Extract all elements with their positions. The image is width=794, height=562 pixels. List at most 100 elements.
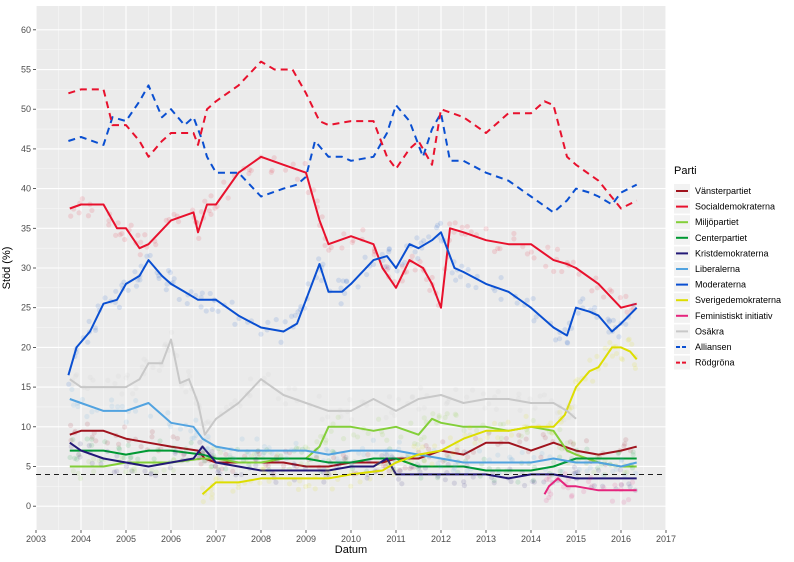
poll-point: [119, 403, 125, 410]
poll-point: [329, 486, 335, 492]
poll-point: [601, 294, 607, 300]
poll-point: [348, 483, 354, 489]
poll-point: [318, 277, 325, 284]
poll-point: [417, 469, 423, 475]
poll-point: [162, 341, 169, 347]
poll-point: [293, 445, 299, 451]
poll-point: [481, 456, 487, 462]
poll-point: [370, 437, 376, 443]
poll-point: [430, 411, 436, 417]
poll-point: [541, 479, 547, 485]
poll-point: [416, 406, 422, 412]
poll-point: [153, 242, 159, 248]
poll-point: [215, 467, 222, 473]
poll-point: [200, 449, 206, 455]
poll-point: [284, 456, 290, 462]
y-tick-label: 35: [21, 223, 31, 233]
poll-point: [391, 472, 397, 478]
poll-point: [71, 402, 77, 408]
poll-point: [77, 454, 83, 460]
poll-point: [527, 396, 533, 402]
series-line: [69, 441, 637, 480]
poll-point: [322, 242, 328, 249]
poll-point: [362, 254, 368, 260]
poll-point: [316, 393, 322, 399]
poll-point: [399, 263, 405, 269]
poll-point: [376, 461, 382, 467]
poll-point: [418, 475, 424, 481]
series-group: [543, 471, 637, 505]
poll-point: [290, 161, 296, 167]
x-tick-label: 2013: [476, 534, 496, 544]
poll-point: [515, 479, 521, 485]
poll-point: [569, 492, 575, 499]
poll-point: [530, 295, 536, 302]
poll-point: [331, 469, 337, 476]
poll-point: [68, 213, 74, 219]
x-tick-label: 2003: [26, 534, 46, 544]
poll-point: [435, 460, 441, 467]
poll-point: [206, 207, 212, 214]
poll-point: [350, 466, 356, 472]
poll-point: [383, 414, 389, 421]
poll-point: [176, 296, 182, 303]
poll-point: [492, 287, 498, 294]
poll-point: [437, 220, 444, 226]
poll-point: [343, 278, 350, 285]
poll-point: [389, 454, 395, 460]
poll-point: [409, 394, 415, 400]
poll-point: [135, 232, 141, 238]
poll-point: [313, 455, 319, 461]
poll-point: [438, 464, 444, 470]
poll-point: [209, 495, 215, 501]
legend-label: Vänsterpartiet: [695, 186, 752, 196]
series-line: [543, 477, 637, 495]
poll-point: [573, 469, 579, 476]
poll-point: [384, 452, 390, 458]
poll-point: [84, 421, 90, 427]
poll-point: [302, 160, 308, 167]
poll-point: [442, 477, 448, 483]
series-line: [201, 346, 638, 496]
poll-point: [421, 458, 428, 464]
poll-point: [462, 432, 468, 438]
poll-point: [361, 452, 367, 458]
series-group: [69, 329, 578, 443]
poll-point: [530, 477, 536, 484]
poll-point: [602, 345, 608, 351]
poll-point: [407, 465, 413, 471]
series-line: [69, 398, 637, 468]
poll-point: [338, 413, 344, 420]
poll-point: [76, 451, 82, 457]
poll-point: [106, 218, 112, 224]
poll-point: [402, 259, 408, 265]
poll-point: [253, 456, 259, 462]
poll-point: [517, 439, 523, 445]
poll-point: [473, 284, 479, 291]
poll-point: [449, 270, 455, 276]
poll-point: [625, 497, 632, 503]
poll-point: [253, 463, 259, 469]
poll-point: [209, 463, 215, 470]
poll-point: [625, 337, 631, 343]
poll-point: [491, 477, 497, 483]
poll-point: [418, 436, 424, 443]
poll-point: [477, 437, 483, 443]
poll-point: [385, 265, 392, 271]
y-tick-label: 25: [21, 303, 31, 313]
poll-point: [217, 471, 223, 477]
poll-point: [271, 155, 277, 161]
poll-point: [355, 284, 361, 290]
poll-point: [251, 451, 258, 457]
poll-point: [209, 491, 215, 497]
poll-point: [444, 399, 451, 405]
poll-point: [379, 453, 385, 459]
poll-point: [85, 213, 92, 219]
poll-point: [171, 211, 177, 217]
poll-point: [557, 409, 563, 415]
poll-point: [364, 475, 370, 481]
poll-point: [292, 386, 298, 392]
poll-point: [508, 432, 515, 438]
x-tick-label: 2011: [386, 534, 405, 544]
poll-point: [493, 406, 499, 412]
